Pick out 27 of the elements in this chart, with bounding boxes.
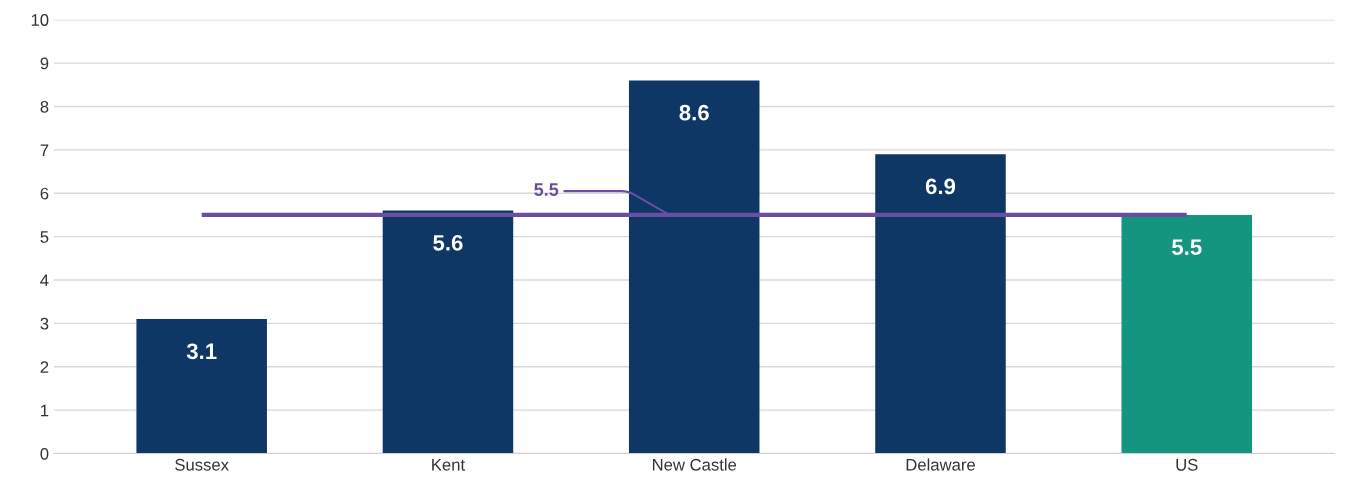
y-tick-label: 2 [40,361,49,373]
x-tick-label: New Castle [652,458,737,471]
y-tick-label: 8 [40,100,49,113]
ref-line-label: 5.5 [534,183,559,196]
y-tick-label: 4 [40,274,49,287]
data-label: 5.5 [1172,239,1202,255]
data-label: 3.1 [186,343,217,360]
bar [136,319,267,454]
y-tick-label: 6 [40,187,49,200]
bar [628,80,760,454]
data-label: 6.9 [925,178,956,195]
data-label: 8.6 [679,104,709,121]
x-tick-label: Delaware [906,458,975,471]
bar [1121,214,1253,454]
bar [875,154,1006,454]
y-tick-label: 1 [41,404,49,417]
x-tick-label: US [1176,458,1198,471]
y-tick-label: 10 [31,14,49,26]
y-tick-label: 7 [40,144,49,156]
y-tick-label: 0 [40,447,49,460]
bar [382,210,514,454]
y-tick-label: 5 [40,231,49,243]
data-label: 5.6 [433,234,463,251]
x-tick-label: Kent [432,459,465,471]
y-tick-label: 3 [40,317,49,330]
x-tick-label: Sussex [175,458,229,471]
y-tick-label: 9 [40,57,49,70]
